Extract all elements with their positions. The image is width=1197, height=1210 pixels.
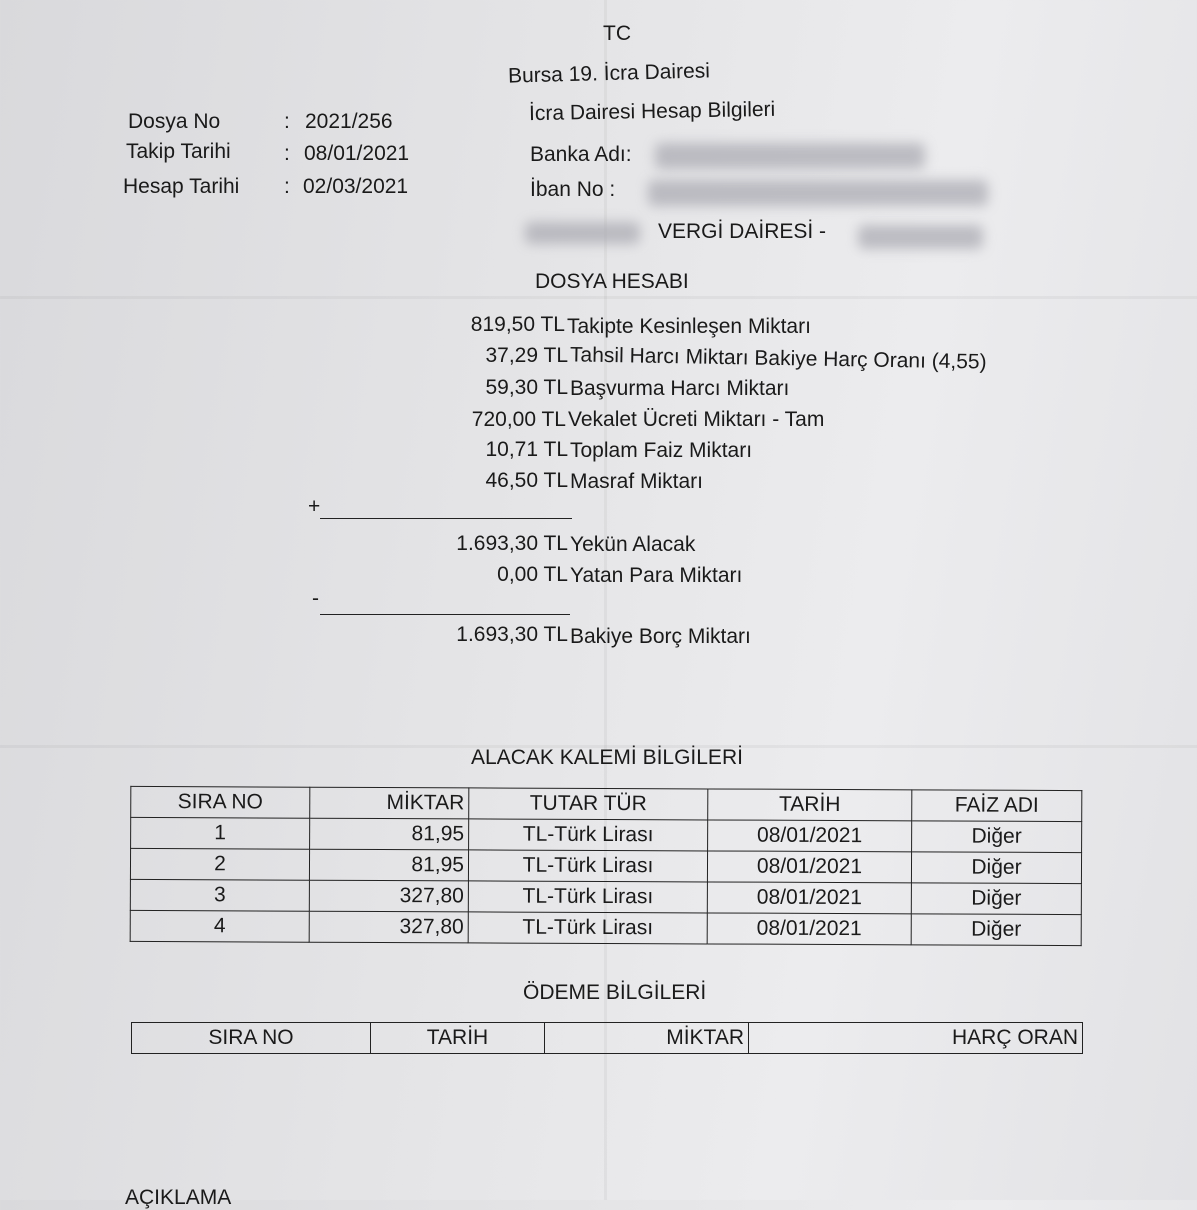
- cell: 08/01/2021: [707, 881, 912, 914]
- table-header-row: SIRA NO MİKTAR TUTAR TÜR TARİH FAİZ ADI: [130, 786, 1082, 822]
- cell: 08/01/2021: [707, 850, 912, 883]
- cell: 81,95: [309, 849, 469, 881]
- cell: Diğer: [911, 882, 1082, 915]
- iban-label: İban No :: [530, 178, 616, 201]
- balance-amount: 1.693,30 TL: [456, 623, 568, 646]
- table-row: 2 81,95 TL-Türk Lirası 08/01/2021 Diğer: [130, 848, 1082, 884]
- alacak-title: ALACAK KALEMİ BİLGİLERİ: [471, 746, 743, 769]
- office-name: Bursa 19. İcra Dairesi: [507, 59, 711, 88]
- file-info-label: Dosya No: [128, 110, 221, 133]
- column-header: SIRA NO: [130, 786, 310, 819]
- table-row: 3 327,80 TL-Türk Lirası 08/01/2021 Diğer: [130, 879, 1082, 915]
- file-info-value: 08/01/2021: [304, 142, 410, 165]
- cell: 08/01/2021: [707, 819, 912, 852]
- column-header: TARİH: [370, 1022, 545, 1054]
- line-amount: 37,29 TL: [485, 344, 568, 367]
- line-label: Toplam Faiz Miktarı: [570, 439, 753, 462]
- cell: 81,95: [309, 818, 469, 850]
- cell: Diğer: [911, 851, 1082, 884]
- paper-fold: [604, 0, 607, 1200]
- file-info-value: 02/03/2021: [303, 175, 409, 198]
- header-tc: TC: [603, 22, 631, 45]
- total-amount: 1.693,30 TL: [456, 532, 568, 555]
- file-info-label: Hesap Tarihi: [123, 175, 240, 198]
- difference-rule: [320, 614, 570, 615]
- cell: 4: [130, 910, 310, 943]
- bank-label: Banka Adı:: [530, 143, 632, 166]
- aciklama-label: AÇIKLAMA: [125, 1186, 232, 1209]
- colon: :: [284, 110, 290, 133]
- colon: :: [284, 175, 290, 198]
- iban-redacted: [648, 180, 988, 206]
- tax-number-redacted: [858, 225, 983, 249]
- table-header-row: SIRA NO TARİH MİKTAR HARÇ ORAN: [131, 1022, 1083, 1054]
- balance-label: Bakiye Borç Miktarı: [570, 625, 751, 648]
- dosya-hesabi-title: DOSYA HESABI: [535, 270, 689, 293]
- cell: TL-Türk Lirası: [468, 911, 708, 944]
- paid-label: Yatan Para Miktarı: [570, 564, 743, 587]
- column-header: MİKTAR: [544, 1022, 749, 1054]
- line-amount: 720,00 TL: [471, 408, 566, 431]
- table-row: 1 81,95 TL-Türk Lirası 08/01/2021 Diğer: [130, 817, 1082, 853]
- line-amount: 10,71 TL: [485, 438, 568, 461]
- minus-sign: -: [312, 587, 319, 610]
- cell: TL-Türk Lirası: [468, 880, 708, 913]
- line-label: Vekalet Ücreti Miktarı - Tam: [568, 408, 825, 431]
- line-label: Başvurma Harcı Miktarı: [570, 377, 790, 400]
- cell: 08/01/2021: [707, 912, 912, 945]
- cell: 327,80: [309, 911, 469, 943]
- line-amount: 819,50 TL: [470, 313, 565, 336]
- tax-office-name-redacted: [525, 222, 640, 244]
- cell: 2: [130, 848, 310, 881]
- cell: TL-Türk Lirası: [468, 849, 708, 882]
- line-amount: 46,50 TL: [485, 469, 568, 492]
- table-row: 4 327,80 TL-Türk Lirası 08/01/2021 Diğer: [130, 910, 1082, 946]
- column-header: SIRA NO: [131, 1022, 371, 1054]
- odeme-table: SIRA NO TARİH MİKTAR HARÇ ORAN: [131, 1022, 1083, 1054]
- cell: 327,80: [309, 880, 469, 912]
- column-header: MİKTAR: [309, 787, 469, 819]
- sum-rule: [320, 518, 572, 519]
- paid-amount: 0,00 TL: [497, 563, 568, 586]
- file-info-label: Takip Tarihi: [126, 140, 231, 163]
- cell: Diğer: [911, 820, 1082, 853]
- cell: Diğer: [911, 913, 1082, 946]
- colon: :: [284, 142, 290, 165]
- line-label: Takipte Kesinleşen Miktarı: [567, 315, 811, 338]
- line-amount: 59,30 TL: [485, 376, 568, 399]
- column-header: TUTAR TÜR: [468, 787, 708, 820]
- total-label: Yekün Alacak: [570, 533, 696, 556]
- column-header: FAİZ ADI: [911, 789, 1082, 822]
- line-label: Masraf Miktarı: [570, 470, 704, 493]
- alacak-table: SIRA NO MİKTAR TUTAR TÜR TARİH FAİZ ADI …: [130, 786, 1083, 946]
- column-header: HARÇ ORAN: [748, 1022, 1083, 1054]
- column-header: TARİH: [707, 788, 912, 821]
- bank-name-redacted: [655, 143, 925, 169]
- paper-fold: [0, 745, 1197, 748]
- account-info-title: İcra Dairesi Hesap Bilgileri: [528, 97, 776, 126]
- tax-office: VERGİ DAİRESİ -: [658, 220, 827, 243]
- file-info-value: 2021/256: [305, 110, 393, 133]
- odeme-title: ÖDEME BİLGİLERİ: [523, 981, 707, 1004]
- line-label: Tahsil Harcı Miktarı Bakiye Harç Oranı (…: [569, 343, 987, 374]
- paper-fold: [0, 296, 1197, 299]
- plus-sign: +: [308, 495, 321, 518]
- cell: 3: [130, 879, 310, 912]
- cell: TL-Türk Lirası: [468, 818, 708, 851]
- cell: 1: [130, 817, 310, 850]
